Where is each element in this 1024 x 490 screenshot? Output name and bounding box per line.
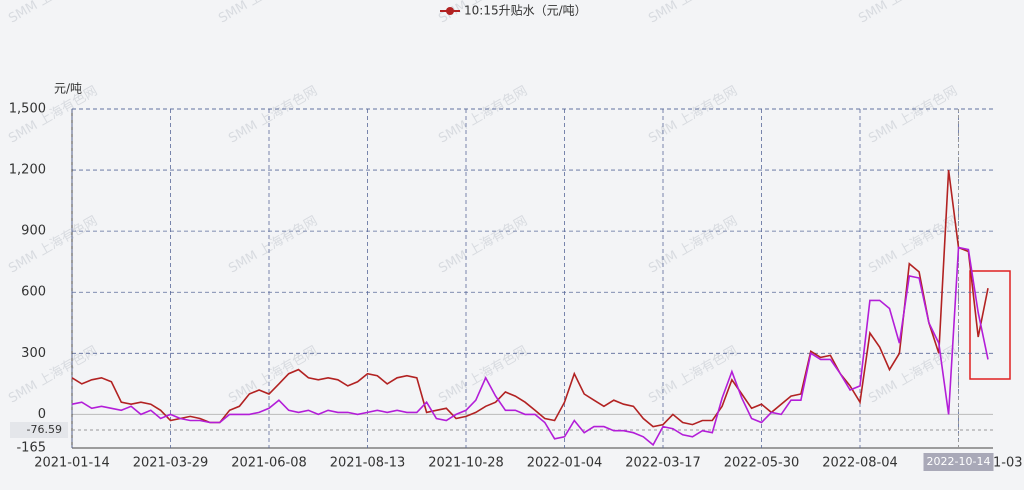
crosshair-y-label-bg [10,421,68,438]
series-line [71,246,989,447]
y-tick-label: 600 [21,285,46,300]
highlight-box [969,270,1011,380]
crosshair-label-bg [923,453,994,471]
y-tick-label: 1,200 [9,163,46,178]
watermark: SMM 上海有色网 [6,343,100,407]
crosshair-y-label: -76.59 [27,423,62,436]
crosshair-x-label: 2022-10-14 [927,455,991,468]
legend-marker [446,7,454,15]
watermark: SMM 上海有色网 [226,83,320,147]
x-tick-label: 2022-08-04 [822,456,898,471]
x-tick-label: 1-03 [993,456,1023,471]
y-axis-label: 元/吨 [54,82,82,96]
x-tick-label: 2021-03-29 [133,456,209,471]
watermark: SMM 上海有色网 [436,83,530,147]
watermark: SMM 上海有色网 [866,83,960,147]
x-tick-label: 2021-08-13 [330,456,406,471]
x-tick-label: 2021-01-14 [34,456,110,471]
watermark: SMM 上海有色网 [226,213,320,277]
watermark: SMM 上海有色网 [646,83,740,147]
watermark: SMM 上海有色网 [226,343,320,407]
watermark: SMM 上海有色网 [6,213,100,277]
legend-label: 10:15升贴水（元/吨） [464,4,587,18]
watermark: SMM 上海有色网 [646,0,740,26]
y-tick-label: 900 [21,224,46,239]
x-tick-label: 2021-06-08 [231,456,307,471]
watermark: SMM 上海有色网 [6,0,100,26]
x-tick-label: 2022-03-17 [625,456,701,471]
watermarks: SMM 上海有色网 SMM 上海有色网 SMM 上海有色网 SMM 上海有色网 SMM … [6,0,960,406]
x-tick-label: 2022-01-04 [527,456,603,471]
watermark: SMM 上海有色网 [856,0,950,26]
y-tick-label: 300 [21,346,46,361]
watermark: SMM 上海有色网 [216,0,310,26]
watermark: SMM 上海有色网 [646,213,740,277]
y-tick-label: -165 [16,441,46,456]
x-tick-label: 2022-05-30 [724,456,800,471]
y-tick-label: 0 [38,407,46,422]
x-tick-label: 2021-10-28 [428,456,504,471]
series-line [71,169,989,428]
watermark: SMM 上海有色网 [436,213,530,277]
y-tick-label: 1,500 [9,102,46,117]
